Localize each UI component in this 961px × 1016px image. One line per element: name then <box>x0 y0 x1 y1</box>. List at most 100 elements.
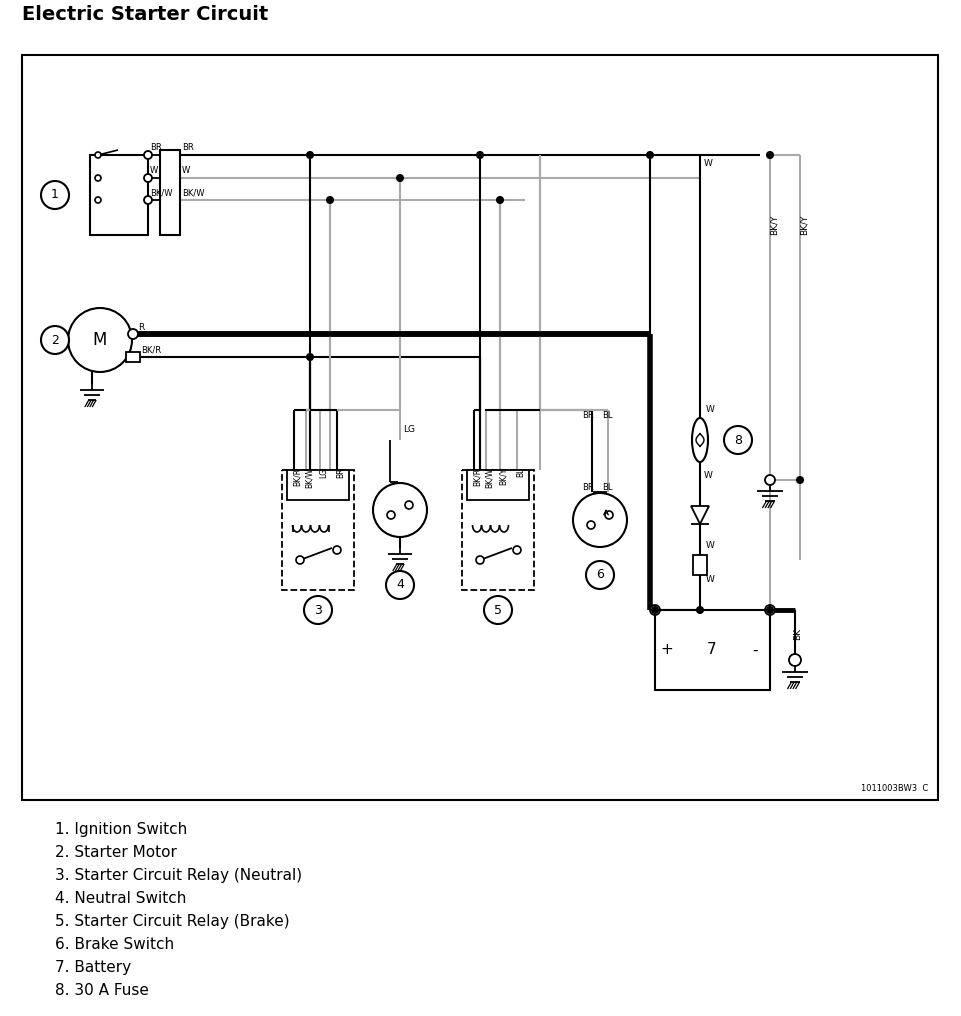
Circle shape <box>765 475 775 485</box>
Text: 6. Brake Switch: 6. Brake Switch <box>55 937 174 952</box>
Circle shape <box>304 596 332 624</box>
Text: BK/W: BK/W <box>182 188 205 197</box>
Circle shape <box>647 152 653 158</box>
Bar <box>655 610 770 690</box>
Circle shape <box>789 654 801 666</box>
Text: 6: 6 <box>596 569 604 581</box>
Text: 3. Starter Circuit Relay (Neutral): 3. Starter Circuit Relay (Neutral) <box>55 868 302 883</box>
Text: BK/R: BK/R <box>293 468 302 486</box>
Circle shape <box>767 607 773 613</box>
Circle shape <box>296 556 304 564</box>
Text: W: W <box>704 158 713 168</box>
Text: W: W <box>704 470 713 480</box>
Circle shape <box>652 607 658 613</box>
Text: BK/W: BK/W <box>305 468 314 489</box>
Text: +: + <box>660 642 674 657</box>
Text: BK/Y: BK/Y <box>499 468 508 486</box>
Circle shape <box>307 152 313 158</box>
Circle shape <box>484 596 512 624</box>
Text: 7. Battery: 7. Battery <box>55 960 131 975</box>
Text: BR: BR <box>150 143 161 152</box>
Circle shape <box>95 152 101 158</box>
Text: 5. Starter Circuit Relay (Brake): 5. Starter Circuit Relay (Brake) <box>55 914 289 929</box>
Circle shape <box>95 197 101 203</box>
Text: M: M <box>93 331 108 350</box>
Text: 8. 30 A Fuse: 8. 30 A Fuse <box>55 983 149 998</box>
Bar <box>693 555 707 575</box>
Circle shape <box>397 175 403 181</box>
Text: BR: BR <box>582 484 594 493</box>
Circle shape <box>697 607 703 613</box>
Bar <box>160 150 180 235</box>
Circle shape <box>797 477 803 483</box>
Circle shape <box>650 605 660 615</box>
Bar <box>126 352 140 362</box>
Text: 5: 5 <box>494 604 502 617</box>
Bar <box>90 155 148 235</box>
Text: BR: BR <box>182 143 194 152</box>
Text: BK: BK <box>794 628 802 640</box>
Circle shape <box>477 152 483 158</box>
Circle shape <box>587 521 595 529</box>
Bar <box>287 470 349 500</box>
Text: 3: 3 <box>314 604 322 617</box>
Circle shape <box>41 326 69 354</box>
Circle shape <box>144 196 152 204</box>
Bar <box>594 492 606 504</box>
Text: LG: LG <box>319 468 328 479</box>
Text: -: - <box>752 642 758 657</box>
Circle shape <box>95 175 101 181</box>
Text: 4. Neutral Switch: 4. Neutral Switch <box>55 891 186 906</box>
Text: 1011003BW3  C: 1011003BW3 C <box>861 784 928 793</box>
Text: LG: LG <box>403 426 415 435</box>
Circle shape <box>513 546 521 554</box>
Bar <box>462 470 534 590</box>
Text: 1. Ignition Switch: 1. Ignition Switch <box>55 822 187 837</box>
Text: BK/Y: BK/Y <box>770 214 778 235</box>
Circle shape <box>497 197 503 203</box>
Circle shape <box>767 152 773 158</box>
Text: BL: BL <box>602 410 612 420</box>
Text: 8: 8 <box>734 434 742 446</box>
Text: 2. Starter Motor: 2. Starter Motor <box>55 845 177 860</box>
Ellipse shape <box>692 418 708 462</box>
Text: BR: BR <box>336 468 345 479</box>
Text: 1: 1 <box>51 189 59 201</box>
Bar <box>282 470 354 590</box>
Text: BL: BL <box>516 468 525 478</box>
Bar <box>467 470 529 500</box>
Circle shape <box>765 605 775 615</box>
Bar <box>22 55 938 800</box>
Text: BK/W: BK/W <box>485 468 494 489</box>
Text: Electric Starter Circuit: Electric Starter Circuit <box>22 5 268 24</box>
Circle shape <box>724 426 752 454</box>
Text: R: R <box>138 322 144 331</box>
Text: BK/R: BK/R <box>473 468 482 486</box>
Circle shape <box>605 511 613 519</box>
Text: 2: 2 <box>51 333 59 346</box>
Circle shape <box>128 329 138 339</box>
Text: BK/W: BK/W <box>150 188 173 197</box>
Text: 7: 7 <box>707 642 717 657</box>
Circle shape <box>144 151 152 158</box>
Text: W: W <box>706 405 715 415</box>
Circle shape <box>327 197 333 203</box>
Text: W: W <box>706 541 715 550</box>
Text: BL: BL <box>602 484 612 493</box>
Text: BK/Y: BK/Y <box>800 214 808 235</box>
Text: BR: BR <box>582 410 594 420</box>
Circle shape <box>373 483 427 537</box>
Text: BK/R: BK/R <box>141 345 161 355</box>
Circle shape <box>573 493 627 547</box>
Circle shape <box>405 501 413 509</box>
Text: W: W <box>150 166 159 175</box>
Text: W: W <box>706 575 715 584</box>
Circle shape <box>307 354 313 360</box>
Circle shape <box>144 174 152 182</box>
Text: W: W <box>182 166 190 175</box>
Circle shape <box>476 556 484 564</box>
Circle shape <box>387 511 395 519</box>
Text: 4: 4 <box>396 578 404 591</box>
Circle shape <box>386 571 414 599</box>
Circle shape <box>68 308 132 372</box>
